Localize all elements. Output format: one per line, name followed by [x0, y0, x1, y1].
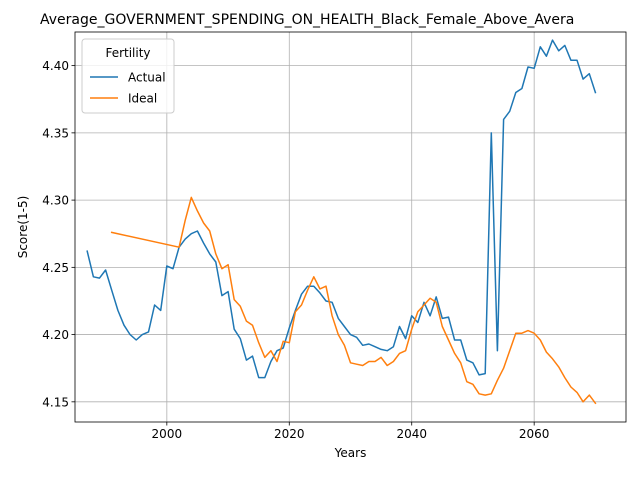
- y-tick-label: 4.25: [42, 261, 69, 275]
- y-tick-label: 4.15: [42, 395, 69, 409]
- y-axis-label: Score(1-5): [16, 196, 30, 259]
- x-axis-label: Years: [334, 446, 367, 460]
- legend-entries: Actual Ideal: [90, 71, 166, 106]
- legend: Fertility Actual Ideal: [81, 38, 175, 114]
- y-tick-label: 4.40: [42, 59, 69, 73]
- series-lines: [86, 39, 597, 405]
- chart-title: Average_GOVERNMENT_SPENDING_ON_HEALTH_Bl…: [40, 12, 574, 28]
- plot-frame: [74, 31, 627, 423]
- y-tick-label: 4.35: [42, 126, 69, 140]
- legend-title: Fertility: [105, 46, 150, 60]
- y-tick-label: 4.20: [42, 328, 69, 342]
- x-tick-label: 2040: [396, 427, 427, 441]
- x-tick-label: 2060: [519, 427, 550, 441]
- x-tick-label: 2020: [274, 427, 305, 441]
- series-line-actual: [86, 39, 597, 379]
- legend-label-actual: Actual: [128, 71, 166, 85]
- axis-ticks: 2000 2020 2040 2060 4.15 4.20 4.25 4.30 4.35 4.40: [42, 59, 549, 441]
- x-tick-label: 2000: [152, 427, 183, 441]
- y-tick-label: 4.30: [42, 194, 69, 208]
- legend-box: [81, 38, 175, 114]
- series-line-ideal: [110, 196, 597, 405]
- legend-label-ideal: Ideal: [128, 92, 157, 106]
